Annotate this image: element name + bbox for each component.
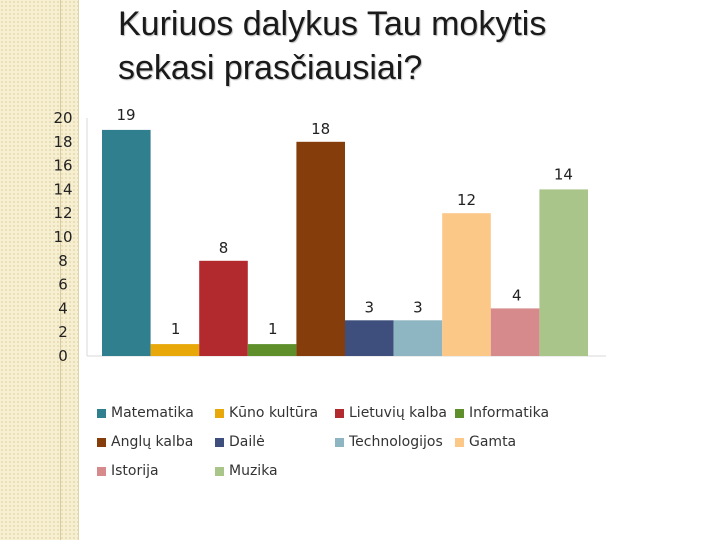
legend-label: Dailė xyxy=(229,434,265,450)
legend-swatch xyxy=(335,437,344,447)
legend-item: Lietuvių kalba xyxy=(335,405,447,421)
sidebar-line xyxy=(60,0,61,540)
bar xyxy=(539,189,588,356)
bar xyxy=(442,213,491,356)
bar xyxy=(296,141,345,356)
bar xyxy=(247,344,297,356)
bar xyxy=(393,320,443,356)
legend-label: Istorija xyxy=(111,463,159,479)
legend-swatch xyxy=(455,408,464,418)
legend-item: Informatika xyxy=(455,405,549,421)
legend-swatch xyxy=(97,408,106,418)
legend-label: Matematika xyxy=(111,405,194,421)
legend-swatch xyxy=(97,437,106,447)
legend-label: Anglų kalba xyxy=(111,434,194,450)
legend-item: Anglų kalba xyxy=(97,434,193,450)
bar-data-label: 3 xyxy=(365,298,375,316)
y-tick-label: 18 xyxy=(53,133,72,151)
y-axis-ticks: 0 2 4 6 8 10 12 14 16 18 20 xyxy=(53,109,72,365)
legend-swatch xyxy=(455,437,464,447)
legend-item: Gamta xyxy=(455,434,516,450)
legend-item: Kūno kultūra xyxy=(215,405,318,421)
legend-item: Matematika xyxy=(97,405,194,421)
bar-data-label: 3 xyxy=(413,298,423,316)
bar xyxy=(102,129,151,356)
bars-group xyxy=(102,129,588,356)
bar xyxy=(490,308,540,356)
y-tick-label: 0 xyxy=(58,347,68,365)
bar-data-label: 18 xyxy=(311,120,330,138)
legend-item: Muzika xyxy=(215,463,278,479)
bar xyxy=(150,344,200,356)
y-tick-label: 10 xyxy=(53,228,72,246)
legend-label: Gamta xyxy=(469,434,517,450)
bar xyxy=(345,320,394,356)
legend-swatch xyxy=(215,437,224,447)
legend-label: Muzika xyxy=(229,463,278,479)
slide-title-line-2: sekasi prasčiausiai? xyxy=(118,49,423,87)
y-tick-label: 14 xyxy=(53,180,72,198)
slide-title: Kuriuos dalykus Tau mokytis sekasi prasč… xyxy=(118,2,708,90)
y-tick-label: 8 xyxy=(58,252,68,270)
slide-sidebar-decoration xyxy=(0,0,79,540)
bar-data-label: 4 xyxy=(512,286,522,304)
legend-swatch xyxy=(215,466,224,476)
legend-label: Technologijos xyxy=(349,434,443,450)
legend-item: Technologijos xyxy=(335,434,443,450)
legend-swatch xyxy=(97,466,106,476)
slide-title-line-1: Kuriuos dalykus Tau mokytis xyxy=(118,5,547,43)
legend-item: Dailė xyxy=(215,434,265,450)
bar xyxy=(199,260,248,356)
y-tick-label: 6 xyxy=(58,276,68,294)
bar-data-label: 1 xyxy=(268,320,278,338)
y-tick-label: 4 xyxy=(58,299,68,317)
y-tick-label: 12 xyxy=(53,204,72,222)
y-tick-label: 20 xyxy=(53,109,72,127)
y-tick-label: 2 xyxy=(58,323,68,341)
y-tick-label: 16 xyxy=(53,157,72,175)
legend-label: Lietuvių kalba xyxy=(349,405,447,421)
chart-legend: Matematika Kūno kultūra Lietuvių kalba Info… xyxy=(97,405,617,485)
bar-data-label: 19 xyxy=(116,106,135,124)
legend-item: Istorija xyxy=(97,463,159,479)
legend-swatch xyxy=(215,408,224,418)
legend-label: Informatika xyxy=(469,405,550,421)
legend-swatch xyxy=(335,408,344,418)
legend-label: Kūno kultūra xyxy=(229,405,319,421)
bar-data-label: 12 xyxy=(457,191,476,209)
bar-data-label: 14 xyxy=(554,165,573,183)
bar-data-label: 8 xyxy=(219,239,229,257)
bar-data-label: 1 xyxy=(171,320,181,338)
